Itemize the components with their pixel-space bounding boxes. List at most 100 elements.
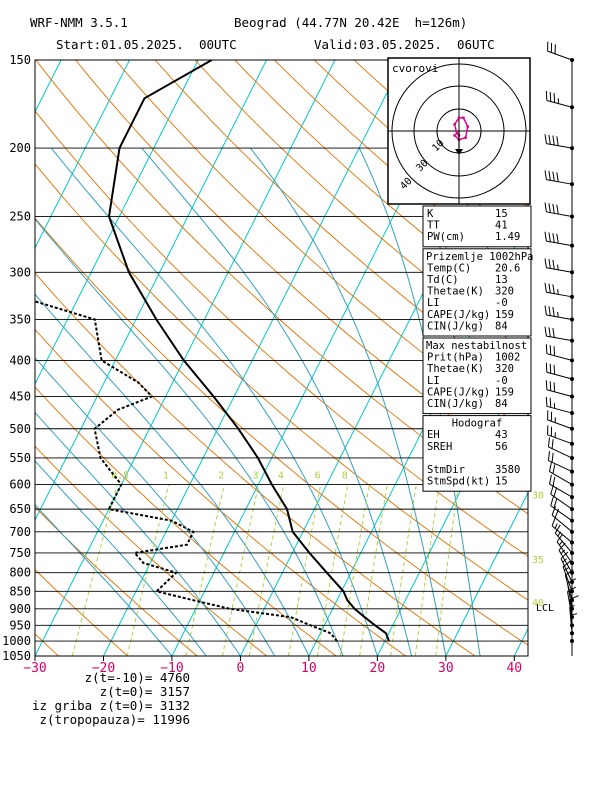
isotherm-line (103, 60, 404, 656)
mixing-ratio-line (185, 484, 225, 656)
wind-barb (556, 533, 574, 565)
mixing-ratio-label: 2 (218, 471, 224, 482)
index-value: 15 (495, 208, 508, 220)
index-label: Td(C) (427, 274, 459, 286)
mixing-ratio-line (339, 484, 370, 656)
mixing-ratio-line (435, 484, 459, 656)
index-value: 20.6 (495, 262, 520, 274)
wind-barb (547, 437, 574, 460)
hodograph-point (453, 134, 456, 137)
wind-barb (545, 362, 574, 381)
index-label: CIN(J/kg) (427, 398, 484, 410)
pressure-tick-label: 600 (9, 478, 31, 492)
moist-adiabat-line (35, 503, 173, 656)
wind-barb (544, 170, 574, 187)
wind-barb (554, 524, 574, 555)
moist-adiabat-line (35, 460, 207, 656)
index-value: 56 (495, 441, 508, 453)
index-label: K (427, 208, 434, 220)
valid-time: Valid:03.05.2025. 06UTC (314, 37, 495, 52)
isotherm-line (35, 60, 267, 522)
hodograph-label: cvorovi (392, 62, 438, 75)
wind-barb (550, 496, 574, 523)
index-label: PW(cm) (427, 231, 465, 243)
wind-barb (562, 560, 574, 594)
isotherm-line (35, 60, 199, 386)
hodograph-point (455, 131, 459, 135)
pressure-tick-label: 800 (9, 566, 31, 580)
temperature-tick-label: 40 (506, 661, 522, 676)
pressure-tick-label: 350 (9, 313, 31, 327)
wind-barb (544, 258, 574, 275)
hodograph-point (457, 116, 461, 120)
mixing-ratio-label: 0.5 (111, 471, 129, 482)
start-time: Start:01.05.2025. 00UTC (56, 37, 237, 52)
index-label: Thetae(K) (427, 363, 484, 375)
temperature-tick-label: 30 (438, 661, 454, 676)
index-label: CAPE(J/kg) (427, 309, 490, 321)
wind-barb (570, 613, 578, 644)
index-block-hodograph (422, 415, 532, 492)
temperature-tick-label: −10 (160, 661, 183, 676)
index-label: TT (427, 220, 440, 232)
mixing-ratio-line (390, 484, 417, 656)
pressure-tick-label: 300 (9, 265, 31, 279)
temperature-tick-label: −30 (23, 661, 46, 676)
wind-barb (560, 551, 574, 585)
wind-barb (544, 202, 574, 219)
wind-barb (544, 231, 574, 248)
footer-line: z(t=-10)= 4760 (84, 670, 190, 685)
theta-e-label: 35 (532, 555, 544, 566)
index-block-stability (422, 205, 532, 248)
pressure-tick-label: 650 (9, 502, 31, 516)
index-value: -0 (495, 297, 508, 309)
mixing-ratio-line (248, 484, 285, 656)
index-block-title: Prizemlje 1002hPa (426, 251, 533, 263)
index-value: 159 (495, 309, 514, 321)
wind-barb (545, 344, 574, 363)
index-label: Temp(C) (427, 262, 471, 274)
pressure-tick-label: 450 (9, 389, 31, 403)
wind-barb (547, 425, 574, 446)
index-value: 13 (495, 274, 508, 286)
index-value: 41 (495, 220, 508, 232)
index-value: 15 (495, 476, 508, 488)
mixing-ratio-label: 4 (278, 471, 284, 482)
index-label: StmSpd(kt) (427, 476, 490, 488)
moist-adiabat-line (35, 218, 344, 656)
moist-adiabat-line (35, 293, 310, 656)
moist-adiabat-line (358, 147, 481, 656)
wind-barb (545, 380, 574, 399)
temperature-tick-label: 0 (237, 661, 245, 676)
location-title: Beograd (44.77N 20.42E h=126m) (234, 15, 468, 30)
index-block-title: Max nestabilnost (426, 340, 527, 352)
pressure-tick-label: 200 (9, 141, 31, 155)
wind-barb (544, 305, 574, 322)
pressure-tick-label: 250 (9, 209, 31, 223)
hodograph-point (453, 123, 456, 126)
pressure-tick-label: 1000 (2, 634, 31, 648)
temperature-tick-label: −20 (92, 661, 115, 676)
mixing-ratio-line (316, 484, 349, 656)
freezing-levels: z(t=-10)= 4760 z(t=0)= 3157 iz griba z(t… (10, 671, 190, 727)
index-label: EH (427, 429, 440, 441)
index-label: StmDir (427, 464, 465, 476)
mixing-ratio-label: 8 (342, 471, 348, 482)
hodograph-point (464, 136, 467, 140)
theta-e-label: 30 (532, 491, 544, 502)
index-value: 320 (495, 286, 514, 298)
isotherm-line (35, 60, 131, 250)
mixing-ratio-label: 6 (315, 471, 321, 482)
moist-adiabat-line (141, 147, 413, 656)
index-label: Thetae(K) (427, 286, 484, 298)
wind-barb (545, 90, 574, 110)
wind-barb (544, 282, 574, 299)
wind-barb (544, 326, 574, 343)
storm-motion-arrow (455, 149, 463, 155)
mixing-ratio-line (288, 484, 322, 656)
wind-barb (547, 41, 574, 62)
pressure-tick-label: 400 (9, 353, 31, 367)
wind-barb (547, 451, 574, 474)
index-label: SREH (427, 441, 452, 453)
